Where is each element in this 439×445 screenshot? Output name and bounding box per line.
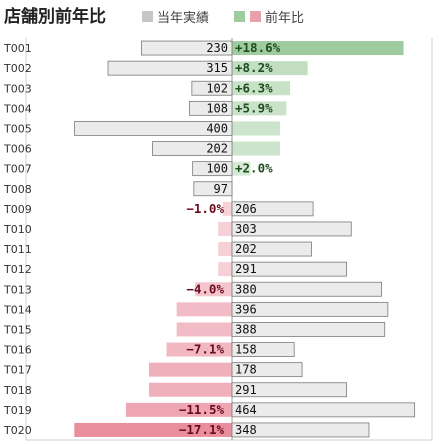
actual-bar bbox=[193, 181, 233, 197]
category-tick-label: T012 bbox=[3, 263, 32, 276]
ratio-value-label: −11.5% bbox=[179, 402, 225, 417]
actual-bar bbox=[231, 241, 312, 257]
ratio-bar bbox=[232, 101, 287, 116]
actual-value-label: 291 bbox=[235, 262, 257, 276]
category-tick-label: T013 bbox=[3, 283, 32, 296]
actual-bar bbox=[231, 301, 389, 317]
ratio-bar bbox=[166, 342, 232, 357]
category-tick-label: T010 bbox=[3, 223, 32, 236]
ratio-value-label: −1.0% bbox=[186, 201, 224, 216]
category-tick-label: T005 bbox=[3, 122, 32, 135]
ratio-bar bbox=[232, 61, 308, 76]
category-tick-label: T003 bbox=[3, 82, 32, 95]
ratio-bar bbox=[218, 242, 232, 257]
actual-value-label: 380 bbox=[235, 282, 257, 296]
actual-value-label: 102 bbox=[206, 81, 228, 95]
actual-value-label: 400 bbox=[206, 121, 228, 135]
actual-value-label: 291 bbox=[235, 383, 257, 397]
ratio-bar bbox=[232, 41, 404, 56]
ratio-value-label: +8.2% bbox=[235, 60, 273, 75]
actual-value-label: 108 bbox=[206, 101, 228, 115]
actual-bar bbox=[231, 402, 416, 418]
actual-bar bbox=[231, 201, 314, 217]
actual-bar bbox=[231, 322, 386, 337]
actual-bar bbox=[107, 60, 233, 76]
ratio-bar bbox=[232, 141, 280, 156]
ratio-value-label: +5.9% bbox=[235, 100, 273, 115]
legend-label-actual: 当年実績 bbox=[157, 10, 209, 26]
category-tick-label: T009 bbox=[3, 203, 32, 216]
ratio-bar bbox=[176, 302, 232, 317]
category-tick-label: T008 bbox=[3, 183, 32, 196]
actual-value-label: 100 bbox=[206, 162, 228, 176]
actual-value-label: 348 bbox=[235, 423, 257, 437]
actual-value-label: 230 bbox=[206, 41, 228, 55]
legend-swatch-ratio-neg bbox=[250, 11, 261, 22]
ratio-value-label: −4.0% bbox=[186, 281, 224, 296]
actual-bar bbox=[231, 382, 347, 398]
actual-value-label: 178 bbox=[235, 363, 257, 377]
actual-bar bbox=[189, 100, 233, 116]
actual-bar bbox=[231, 221, 352, 237]
actual-bar bbox=[231, 261, 347, 277]
ratio-bar bbox=[195, 282, 232, 297]
actual-bar bbox=[231, 362, 303, 378]
category-tick-label: T011 bbox=[3, 243, 32, 256]
category-tick-label: T018 bbox=[3, 384, 32, 397]
actual-bar bbox=[231, 422, 370, 438]
actual-value-label: 464 bbox=[235, 403, 257, 417]
actual-value-label: 202 bbox=[206, 142, 228, 156]
ratio-bar bbox=[218, 221, 232, 236]
category-tick-label: T019 bbox=[3, 404, 32, 417]
category-tick-label: T016 bbox=[3, 344, 32, 357]
category-tick-label: T015 bbox=[3, 323, 32, 336]
actual-bar bbox=[231, 281, 382, 297]
legend-swatch-ratio bbox=[234, 11, 245, 22]
category-tick-label: T006 bbox=[3, 143, 32, 156]
actual-bar bbox=[152, 141, 233, 156]
category-tick-label: T020 bbox=[3, 424, 32, 437]
ratio-bar bbox=[232, 161, 251, 176]
ratio-value-label: +18.6% bbox=[235, 40, 281, 55]
category-tick-label: T004 bbox=[3, 102, 32, 115]
actual-value-label: 303 bbox=[235, 222, 257, 236]
ratio-bar bbox=[232, 81, 291, 96]
actual-bar bbox=[141, 40, 233, 56]
category-tick-label: T001 bbox=[3, 42, 32, 55]
actual-bar bbox=[74, 121, 233, 136]
actual-bar bbox=[191, 80, 233, 96]
ratio-value-label: +6.3% bbox=[235, 80, 273, 95]
ratio-bar bbox=[222, 201, 232, 216]
legend-label-ratio: 前年比 bbox=[265, 10, 304, 26]
ratio-value-label: −17.1% bbox=[179, 422, 225, 437]
category-tick-label: T002 bbox=[3, 62, 32, 75]
ratio-value-label: +2.0% bbox=[235, 161, 273, 176]
actual-value-label: 202 bbox=[235, 242, 257, 256]
ratio-value-label: −7.1% bbox=[186, 342, 224, 357]
ratio-bar bbox=[232, 121, 280, 136]
plot-area: T001 230 +18.6% T002 315 +8.2% T003 102 +6.3% T00… bbox=[3, 38, 433, 441]
ratio-bar bbox=[149, 362, 232, 377]
actual-bar bbox=[192, 161, 233, 177]
chart-title: 店舗別前年比 bbox=[4, 6, 106, 27]
ratio-bar bbox=[218, 262, 232, 277]
actual-value-label: 97 bbox=[214, 182, 228, 196]
actual-value-label: 388 bbox=[235, 322, 257, 336]
ratio-bar bbox=[125, 402, 232, 417]
ratio-bar bbox=[149, 382, 232, 397]
actual-bar bbox=[231, 342, 295, 357]
category-tick-label: T007 bbox=[3, 163, 32, 176]
actual-value-label: 315 bbox=[206, 61, 228, 75]
ratio-bar bbox=[74, 422, 232, 437]
category-tick-label: T017 bbox=[3, 364, 32, 377]
legend-swatch-actual bbox=[142, 11, 153, 22]
ratio-bar bbox=[176, 322, 232, 337]
actual-value-label: 396 bbox=[235, 302, 257, 316]
category-tick-label: T014 bbox=[3, 303, 32, 316]
actual-value-label: 158 bbox=[235, 343, 257, 357]
actual-value-label: 206 bbox=[235, 202, 257, 216]
